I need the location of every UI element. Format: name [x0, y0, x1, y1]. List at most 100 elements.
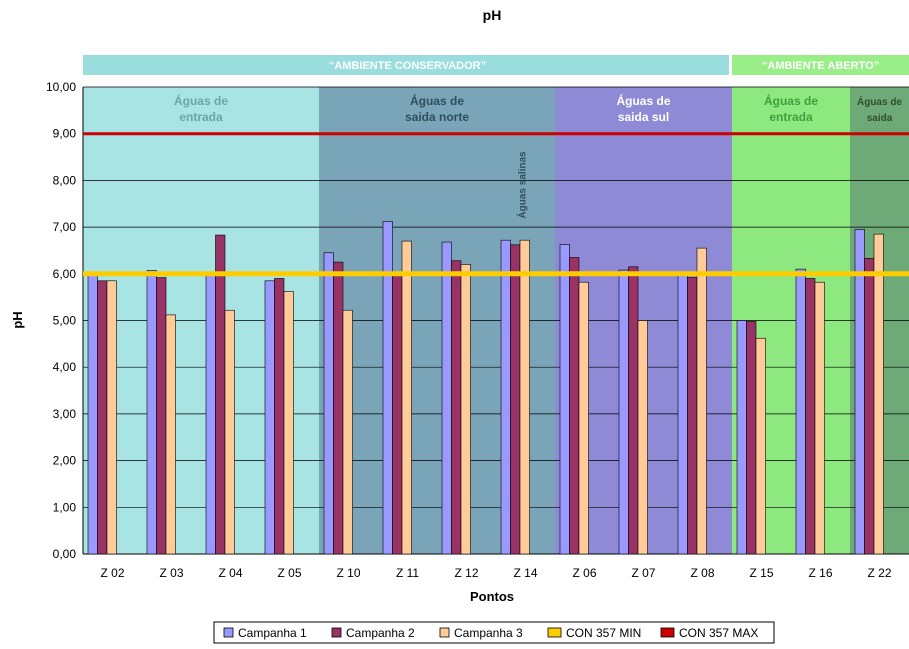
bar-campanha-3 — [165, 314, 176, 555]
bars — [87, 221, 884, 555]
y-tick-label: 8,00 — [53, 173, 77, 187]
banner-ambiente-aberto: “AMBIENTE ABERTO” — [732, 55, 909, 75]
x-tick-label: Z 16 — [808, 566, 832, 580]
bar-campanha-1 — [854, 229, 865, 555]
legend-swatch-con-357-min — [547, 627, 562, 638]
legend-box — [213, 621, 775, 644]
bar-campanha-3 — [755, 337, 766, 555]
bar-campanha-2 — [510, 244, 521, 555]
y-tick-label: 4,00 — [53, 360, 77, 374]
bar-campanha-3 — [224, 309, 235, 555]
x-tick-label: Z 03 — [159, 566, 183, 580]
bar-campanha-2 — [687, 277, 698, 555]
x-tick-label: Z 06 — [572, 566, 596, 580]
y-tick-label: 0,00 — [53, 547, 77, 561]
bar-campanha-1 — [205, 273, 216, 555]
bar-campanha-3 — [519, 239, 530, 555]
x-tick-label: Z 12 — [454, 566, 478, 580]
y-tick-label: 5,00 — [53, 314, 77, 328]
bar-campanha-3 — [814, 281, 825, 555]
bar-campanha-3 — [460, 264, 471, 555]
bar-campanha-3 — [283, 291, 294, 555]
x-tick-label: Z 05 — [277, 566, 301, 580]
bar-campanha-3 — [342, 309, 353, 555]
legend-label-con-357-max: CON 357 MAX — [679, 626, 758, 640]
bar-campanha-1 — [677, 273, 688, 555]
x-tick-label: Z 15 — [749, 566, 773, 580]
y-tick-labels: 0,00 1,00 2,00 3,00 4,00 5,00 6,00 7,00 8,00 9,00… — [46, 80, 76, 561]
bar-campanha-1 — [264, 280, 275, 555]
x-tick-label: Z 14 — [513, 566, 537, 580]
annotation-aguas-salinas: Águas salinas — [516, 151, 529, 219]
bar-campanha-2 — [746, 321, 757, 555]
legend: Campanha 1 Campanha 2 Campanha 3 CON 357… — [213, 621, 775, 644]
zone-label-5: Águas de saida — [857, 95, 902, 124]
zone-3-line2: saida sul — [618, 110, 669, 124]
zone-1-line2: entrada — [179, 110, 223, 124]
y-tick-label: 3,00 — [53, 407, 77, 421]
legend-swatch-campanha-2 — [331, 627, 342, 638]
bar-campanha-1 — [323, 252, 334, 555]
legend-label-con-357-min: CON 357 MIN — [566, 626, 641, 640]
bar-campanha-3 — [873, 233, 884, 555]
zone-5-line2: saida — [867, 113, 893, 124]
x-tick-label: Z 02 — [100, 566, 124, 580]
x-tick-label: Z 07 — [631, 566, 655, 580]
banner-conservador-band — [83, 55, 729, 75]
y-tick-label: 9,00 — [53, 127, 77, 141]
y-tick-label: 10,00 — [46, 80, 76, 94]
legend-label-campanha-3: Campanha 3 — [454, 626, 523, 640]
bar-campanha-3 — [637, 320, 648, 555]
legend-label-campanha-1: Campanha 1 — [238, 626, 307, 640]
zone-5-line1: Águas de — [857, 95, 902, 108]
banner-aberto-band — [732, 55, 909, 75]
zone-2-line1: Águas de — [410, 93, 464, 108]
bar-campanha-1 — [795, 268, 806, 555]
zone-1-line1: Águas de — [174, 93, 228, 108]
y-axis-title: pH — [10, 311, 25, 328]
bar-campanha-3 — [578, 281, 589, 555]
bar-campanha-1 — [441, 241, 452, 555]
bar-campanha-2 — [333, 261, 344, 555]
banner-conservador-label: “AMBIENTE CONSERVADOR” — [329, 60, 486, 72]
legend-label-campanha-2: Campanha 2 — [346, 626, 415, 640]
x-tick-label: Z 08 — [690, 566, 714, 580]
bar-campanha-2 — [569, 257, 580, 555]
y-tick-label: 2,00 — [53, 454, 77, 468]
bar-campanha-2 — [215, 234, 226, 555]
zone-label-3: Águas de saida sul — [616, 93, 670, 124]
bar-campanha-2 — [628, 266, 639, 555]
bar-campanha-2 — [156, 277, 167, 555]
bar-campanha-1 — [500, 239, 511, 555]
bar-campanha-1 — [618, 269, 629, 555]
bar-campanha-3 — [401, 240, 412, 555]
bar-campanha-1 — [559, 244, 570, 555]
x-tick-labels: Z 02 Z 03 Z 04 Z 05 Z 10 Z 11 Z 12 Z 14 Z 06 Z 07… — [100, 566, 891, 580]
zone-label-1: Águas de entrada — [174, 93, 228, 124]
bar-campanha-2 — [805, 278, 816, 555]
legend-swatch-campanha-1 — [223, 627, 234, 638]
zone-3-line1: Águas de — [616, 93, 670, 108]
bar-campanha-1 — [736, 320, 747, 555]
banner-ambiente-conservador: “AMBIENTE CONSERVADOR” — [83, 55, 729, 75]
zone-4-line2: entrada — [769, 110, 813, 124]
bar-campanha-2 — [274, 278, 285, 555]
x-axis-title: Pontos — [470, 589, 514, 604]
bar-campanha-3 — [696, 247, 707, 555]
y-tick-label: 7,00 — [53, 220, 77, 234]
legend-swatch-campanha-3 — [439, 627, 450, 638]
banner-aberto-label: “AMBIENTE ABERTO” — [762, 60, 879, 72]
bar-campanha-3 — [106, 280, 117, 555]
zone-4-line1: Águas de — [764, 93, 818, 108]
bar-campanha-1 — [87, 272, 98, 555]
bar-campanha-2 — [864, 258, 875, 555]
x-tick-label: Z 10 — [336, 566, 360, 580]
zone-label-4: Águas de entrada — [764, 93, 818, 124]
reference-lines — [83, 132, 909, 277]
zone-label-2: Águas de saida norte — [405, 93, 469, 124]
bar-campanha-1 — [146, 270, 157, 555]
bar-campanha-2 — [451, 260, 462, 555]
bar-campanha-2 — [392, 274, 403, 555]
y-tick-label: 1,00 — [53, 500, 77, 514]
